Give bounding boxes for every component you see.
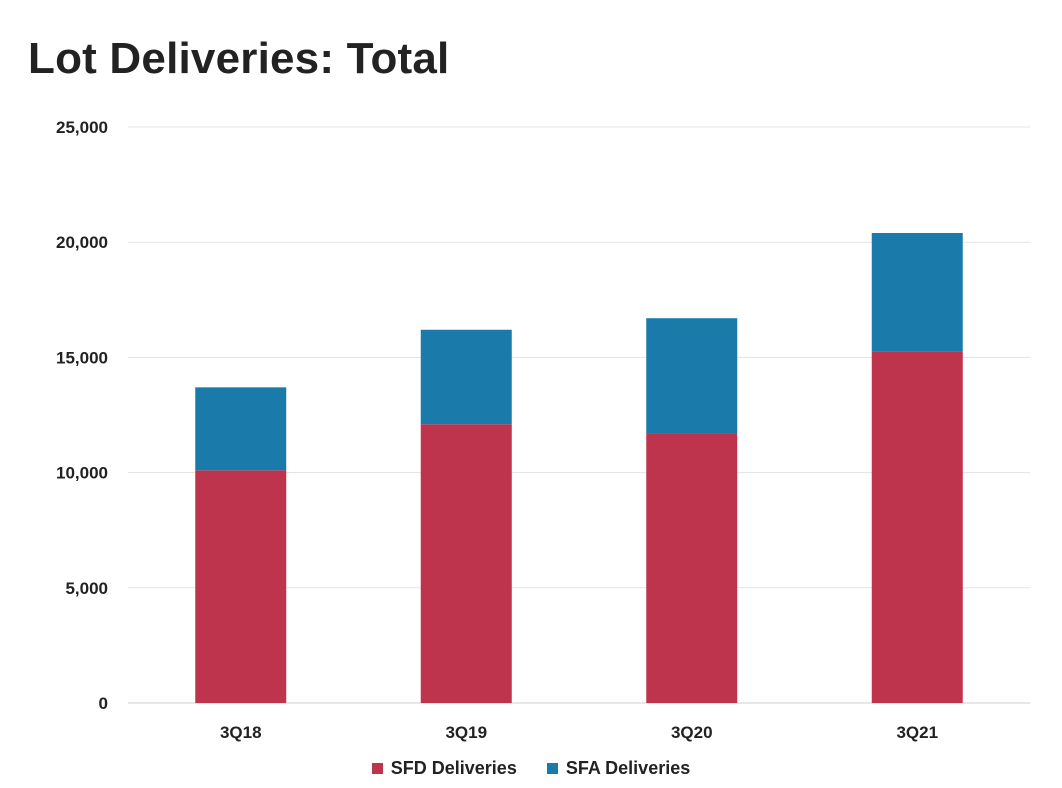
bar-sfd-3q21 <box>871 351 963 703</box>
legend: SFD Deliveries SFA Deliveries <box>0 758 1062 779</box>
bar-sfa-3q18 <box>195 387 287 471</box>
legend-swatch-sfa <box>546 763 558 774</box>
legend-swatch-sfd <box>371 763 383 774</box>
bar-sfd-3q18 <box>195 470 287 703</box>
bar-sfd-3q20 <box>646 433 738 703</box>
chart-title: Lot Deliveries: Total <box>28 34 450 83</box>
y-tick-label: 10,000 <box>56 464 108 483</box>
legend-label-sfd: SFD Deliveries <box>390 758 517 778</box>
legend-label-sfa: SFA Deliveries <box>565 758 691 778</box>
bar-sfa-3q19 <box>420 329 512 425</box>
legend-item-sfa: SFA Deliveries <box>546 758 691 779</box>
bar-chart: 0 5,000 10,000 15,000 20,000 25,000 3Q18 3Q19 3Q… <box>56 118 1030 742</box>
x-tick-label: 3Q20 <box>671 723 713 742</box>
x-tick-label: 3Q21 <box>896 723 938 742</box>
bar-sfa-3q21 <box>871 232 963 352</box>
y-tick-label: 20,000 <box>56 233 108 252</box>
y-tick-label: 5,000 <box>65 579 108 598</box>
y-tick-label: 15,000 <box>56 348 108 367</box>
y-tick-label: 25,000 <box>56 118 108 137</box>
y-tick-label: 0 <box>99 694 108 713</box>
bar-sfd-3q19 <box>420 424 512 703</box>
bar-sfa-3q20 <box>646 318 738 434</box>
x-tick-label: 3Q18 <box>220 723 262 742</box>
x-tick-label: 3Q19 <box>445 723 487 742</box>
legend-item-sfd: SFD Deliveries <box>371 758 517 779</box>
